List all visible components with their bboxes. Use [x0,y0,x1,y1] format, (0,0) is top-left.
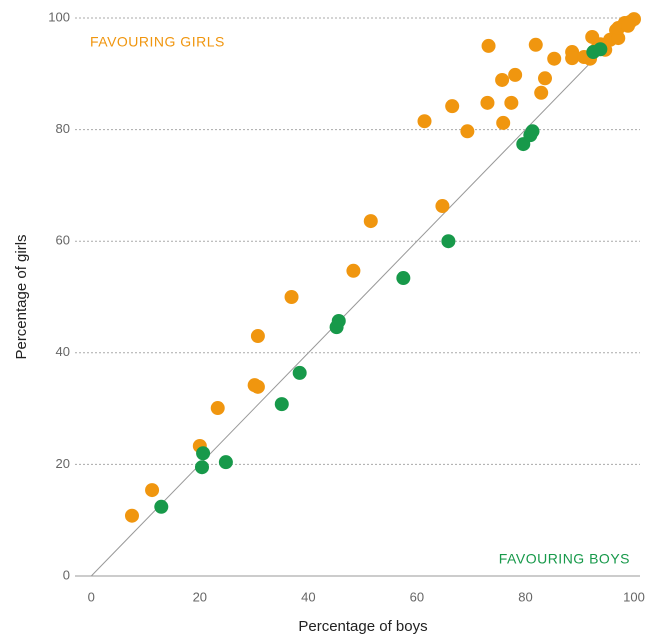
y-tick-label: 60 [56,233,70,248]
point [396,271,411,286]
y-axis-title: Percentage of girls [13,234,30,359]
annotation: FAVOURING BOYS [499,551,630,567]
x-tick-label: 20 [193,589,207,604]
point [496,115,511,130]
y-tick-label: 40 [56,344,70,359]
y-tick-label: 80 [56,121,70,136]
point [250,379,265,394]
y-tick-label: 20 [56,456,70,471]
point [218,455,233,470]
point [274,397,289,412]
x-tick-label: 100 [623,589,645,604]
x-tick-label: 40 [301,589,315,604]
x-tick-label: 60 [410,589,424,604]
point [508,67,523,82]
point [525,124,540,139]
point [196,446,211,461]
point [565,51,580,66]
point [292,365,307,380]
point [528,37,543,52]
point [154,499,169,514]
point [621,18,636,33]
point [481,38,496,53]
point [441,234,456,249]
point [284,290,299,304]
point [210,401,225,416]
point [504,95,519,110]
point [611,31,626,46]
point [480,95,495,110]
point [346,263,361,278]
annotation: FAVOURING GIRLS [90,34,225,50]
point [194,460,209,475]
point [460,124,475,139]
point [534,85,549,100]
point [537,71,552,86]
reference-line [90,17,635,577]
point [417,114,432,129]
point [593,42,608,57]
point [124,508,139,523]
y-tick-label: 100 [48,9,70,24]
point [445,99,460,114]
point [495,72,510,87]
x-tick-label: 0 [88,589,95,604]
x-axis-title: Percentage of boys [298,618,427,635]
point [145,483,160,498]
point [331,313,346,328]
y-tick-label: 0 [63,567,70,582]
point [547,51,562,66]
x-tick-label: 80 [518,589,532,604]
point [363,214,378,229]
point [435,199,450,214]
point [250,329,265,344]
